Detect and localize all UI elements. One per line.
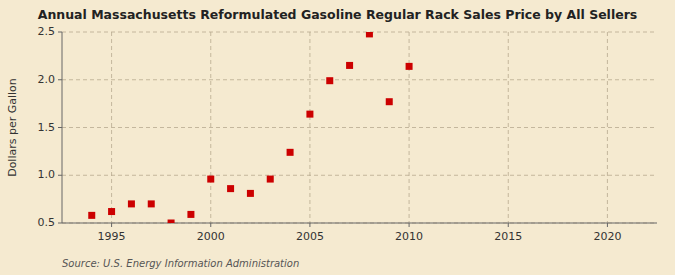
axes: 0.5 1.0 1.5 2.0 2.5 1995 2000 2005 2010 2015 2020 <box>38 25 622 243</box>
source: Source: U.S. Energy Information Administ… <box>62 258 299 269</box>
points <box>88 32 412 223</box>
y-tick-label: 0.5 <box>38 216 56 229</box>
y-axis-label: Dollars per Gallon <box>6 78 19 177</box>
grid-line <box>62 223 657 224</box>
point <box>287 149 294 156</box>
grid-line <box>62 175 657 176</box>
point <box>88 212 95 219</box>
grid-line <box>409 32 410 223</box>
x-tick-label: 1995 <box>98 230 126 243</box>
point <box>227 185 234 192</box>
x-tick-label: 2005 <box>296 230 324 243</box>
point <box>267 176 274 183</box>
y-tick <box>58 223 62 224</box>
point <box>386 98 393 105</box>
grid-line <box>508 32 509 223</box>
point <box>406 63 413 70</box>
point <box>187 211 194 218</box>
x-tick-label: 2010 <box>395 230 423 243</box>
grid-line <box>62 32 657 33</box>
point <box>306 111 313 118</box>
x-tick-label: 2020 <box>593 230 621 243</box>
y-tick-label: 1.0 <box>38 168 56 181</box>
grid-line <box>62 127 657 128</box>
y-tick-label: 2.5 <box>38 25 56 38</box>
x-tick <box>309 223 310 227</box>
background <box>0 0 675 275</box>
x-tick <box>210 223 211 227</box>
y-tick <box>58 127 62 128</box>
x-tick-label: 2000 <box>197 230 225 243</box>
y-tick-label: 2.0 <box>38 73 56 86</box>
point <box>207 176 214 183</box>
grid <box>62 32 657 223</box>
point <box>247 190 254 197</box>
y-tick <box>58 175 62 176</box>
title: Annual Massachusetts Reformulated Gasoli… <box>38 7 638 22</box>
grid-line <box>309 32 310 223</box>
point <box>346 62 353 69</box>
point <box>326 77 333 84</box>
x-tick <box>508 223 509 227</box>
x-tick <box>607 223 608 227</box>
x-axis-line <box>62 223 657 224</box>
x-tick-label: 2015 <box>494 230 522 243</box>
point <box>366 32 373 37</box>
point <box>128 200 135 207</box>
grid-line <box>210 32 211 223</box>
x-tick <box>111 223 112 227</box>
grid-line <box>111 32 112 223</box>
grid-line <box>607 32 608 223</box>
point <box>108 208 115 215</box>
point <box>148 200 155 207</box>
y-tick-label: 1.5 <box>38 121 56 134</box>
x-tick <box>409 223 410 227</box>
chart: 0.5 1.0 1.5 2.0 2.5 1995 2000 2005 2010 2015 2020 D… <box>0 0 675 275</box>
y-tick <box>58 79 62 80</box>
y-tick <box>58 32 62 33</box>
grid-line <box>62 79 657 80</box>
point <box>168 220 175 224</box>
